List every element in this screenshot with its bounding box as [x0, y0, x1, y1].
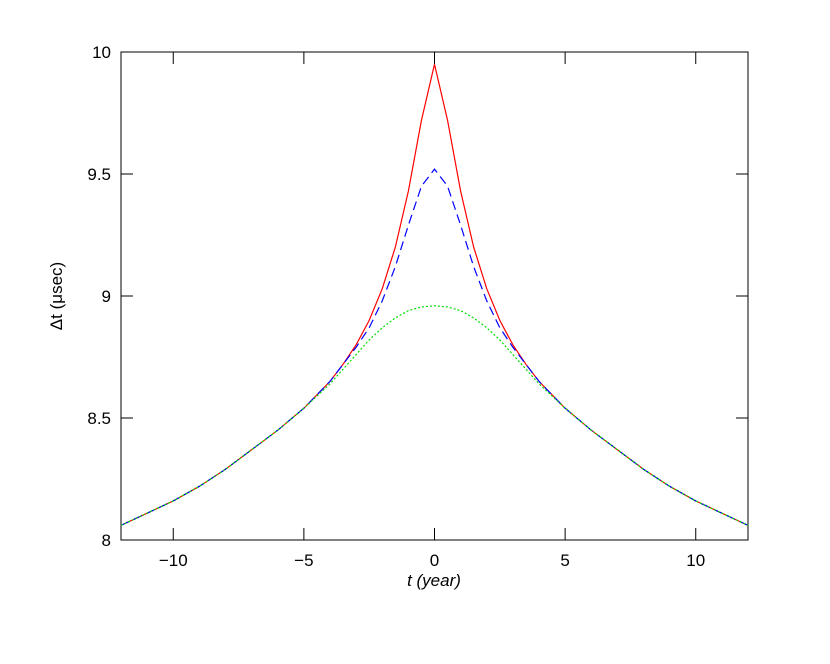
x-tick-label: 5: [560, 551, 569, 570]
y-tick-label: 8: [102, 531, 111, 550]
x-tick-label: −5: [294, 551, 313, 570]
plot-frame: [120, 51, 749, 541]
y-tick-label: 8.5: [87, 409, 111, 428]
y-tick-label: 9.5: [87, 165, 111, 184]
y-axis-label: Δt (μsec): [47, 262, 66, 330]
x-axis-label: t (year): [407, 571, 461, 590]
series-line: [120, 305, 749, 526]
y-tick-label: 10: [92, 43, 111, 62]
y-tick-label: 9: [102, 287, 111, 306]
series-line: [120, 64, 749, 526]
x-tick-label: 0: [430, 551, 439, 570]
x-tick-label: −10: [159, 551, 188, 570]
x-tick-label: 10: [686, 551, 705, 570]
series-line: [120, 168, 749, 526]
